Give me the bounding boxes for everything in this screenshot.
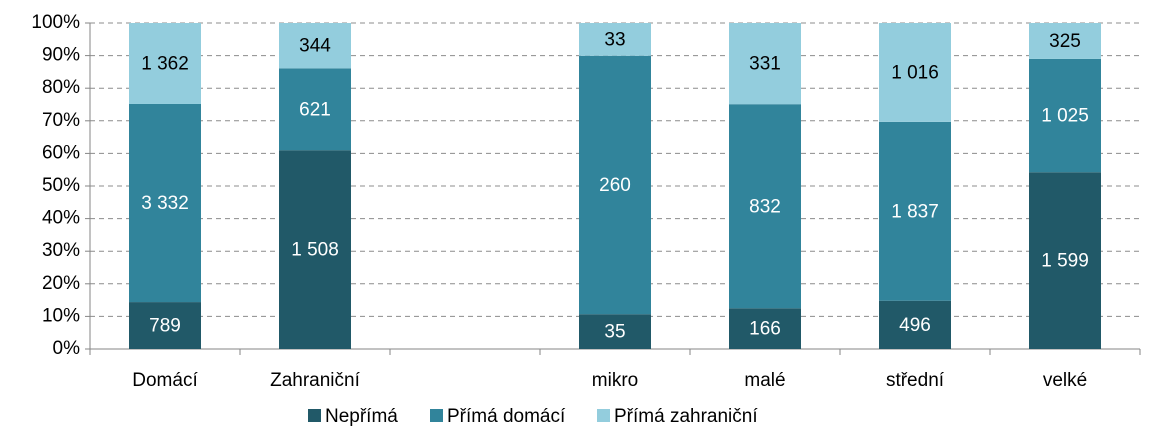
bar-segment xyxy=(129,302,201,349)
legend-label: Nepřímá xyxy=(325,406,398,426)
y-tick-label: 0% xyxy=(53,338,81,359)
bar-segment xyxy=(879,23,951,122)
bar-segment xyxy=(729,104,801,309)
data-label: 1 508 xyxy=(291,240,339,261)
y-tick-label: 100% xyxy=(31,12,80,33)
data-label: 260 xyxy=(599,175,631,196)
y-tick-label: 90% xyxy=(42,45,80,66)
data-label: 621 xyxy=(299,99,331,120)
y-tick-label: 10% xyxy=(42,305,80,326)
y-tick-label: 50% xyxy=(42,175,80,196)
bar-segment xyxy=(279,68,351,151)
data-label: 35 xyxy=(604,322,625,343)
data-label: 1 025 xyxy=(1041,106,1089,127)
y-tick-label: 80% xyxy=(42,77,80,98)
x-tick-label: Domácí xyxy=(132,370,198,391)
legend-swatch xyxy=(308,409,321,422)
bar-segment xyxy=(1029,58,1101,173)
data-label: 331 xyxy=(749,54,781,75)
data-label: 166 xyxy=(749,319,781,340)
data-label: 1 362 xyxy=(141,54,189,75)
bar-segment xyxy=(279,150,351,349)
bar-segment xyxy=(579,55,651,315)
data-label: 1 016 xyxy=(891,62,939,83)
data-label: 832 xyxy=(749,196,781,217)
y-tick-label: 30% xyxy=(42,240,80,261)
y-tick-label: 70% xyxy=(42,110,80,131)
bar-segment xyxy=(279,23,351,69)
data-label: 789 xyxy=(149,316,181,337)
data-label: 33 xyxy=(604,29,625,50)
bar-segment xyxy=(1029,23,1101,59)
x-tick-label: Zahraniční xyxy=(270,370,360,391)
data-label: 3 332 xyxy=(141,193,189,214)
bar-segment xyxy=(579,314,651,349)
y-tick-label: 60% xyxy=(42,142,80,163)
legend-swatch xyxy=(430,409,443,422)
data-label: 1 599 xyxy=(1041,251,1089,272)
y-tick-label: 20% xyxy=(42,273,80,294)
bar-segment xyxy=(879,121,951,301)
legend-label: Přímá zahraniční xyxy=(614,406,758,426)
bar-segment xyxy=(579,23,651,56)
legend-swatch xyxy=(597,409,610,422)
x-tick-label: velké xyxy=(1043,370,1087,391)
y-tick-label: 40% xyxy=(42,208,80,229)
data-label: 325 xyxy=(1049,31,1081,52)
bar-segment xyxy=(1029,172,1101,349)
legend-label: Přímá domácí xyxy=(447,406,566,426)
bar-segment xyxy=(729,23,801,105)
data-label: 496 xyxy=(899,315,931,336)
x-tick-label: mikro xyxy=(592,370,638,391)
data-label: 344 xyxy=(299,36,331,57)
bar-segment xyxy=(129,23,201,104)
x-tick-label: střední xyxy=(886,370,945,391)
bar-segment xyxy=(729,308,801,349)
bar-segment xyxy=(129,103,201,303)
data-label: 1 837 xyxy=(891,201,939,222)
bar-segment xyxy=(879,300,951,349)
x-tick-label: malé xyxy=(744,370,785,391)
